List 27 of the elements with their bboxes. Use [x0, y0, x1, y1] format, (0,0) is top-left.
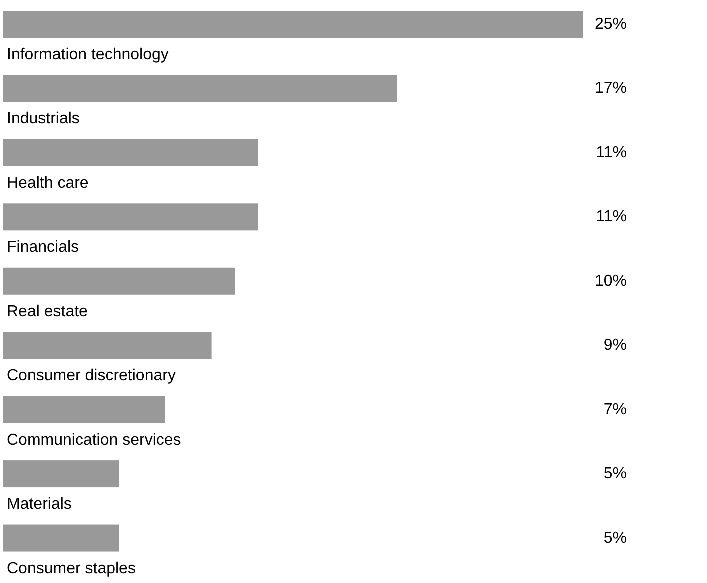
- bar: [3, 460, 119, 488]
- data-label: 10%: [594, 272, 627, 290]
- bar: [3, 268, 235, 295]
- y-tick-label: Financials: [7, 239, 80, 256]
- data-label: 5%: [604, 530, 627, 547]
- data-label: 11%: [596, 208, 627, 226]
- bar: [3, 75, 398, 102]
- y-tick-label: Materials: [7, 496, 72, 514]
- y-tick-label: Information technology: [7, 46, 169, 64]
- y-tick-label: Industrials: [7, 110, 80, 128]
- y-tick-label: Consumer staples: [7, 560, 136, 578]
- y-tick-label: Consumer discretionary: [7, 368, 176, 385]
- bar: [3, 11, 583, 38]
- data-label: 17%: [594, 80, 627, 98]
- bar: [3, 139, 258, 166]
- y-tick-label: Real estate: [7, 303, 88, 320]
- y-tick-label: Communication services: [7, 432, 182, 449]
- data-label: 9%: [604, 337, 627, 354]
- bar: [3, 332, 212, 360]
- data-label: 11%: [596, 144, 627, 162]
- bar: [3, 524, 119, 552]
- y-tick-label: Health care: [7, 174, 89, 192]
- data-label: 5%: [604, 466, 627, 483]
- data-label: 7%: [604, 401, 627, 418]
- bar: [3, 204, 258, 231]
- bar: [3, 396, 166, 424]
- data-label: 25%: [594, 16, 627, 33]
